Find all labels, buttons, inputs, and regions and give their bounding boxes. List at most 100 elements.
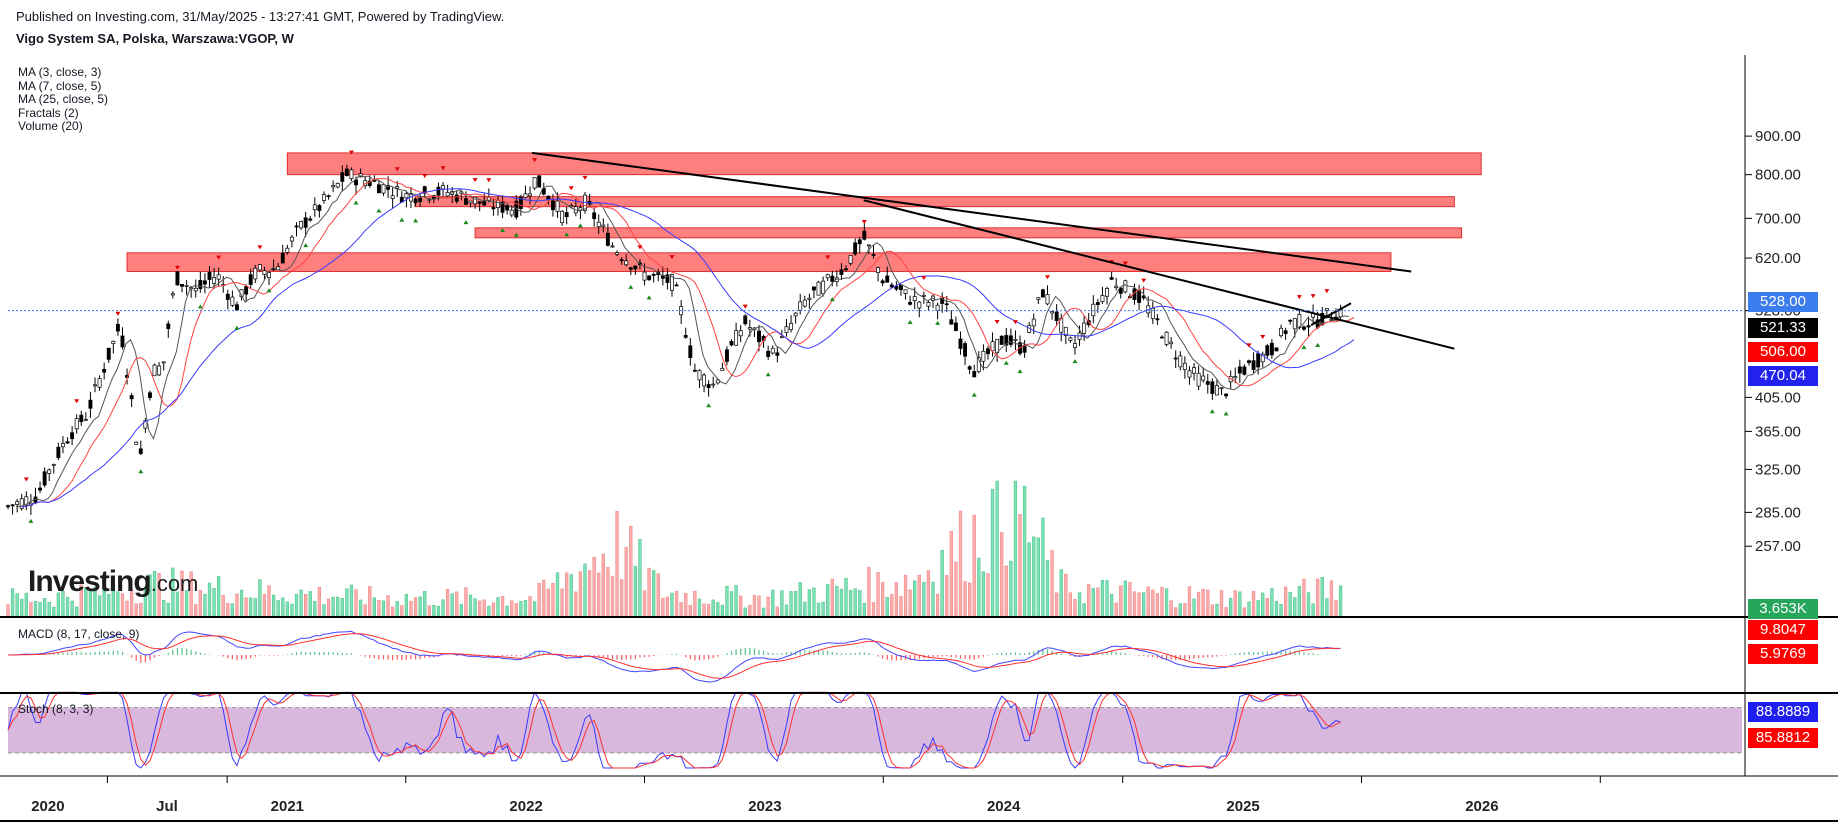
candle-body — [395, 186, 400, 189]
ma-slow-badge: 470.04 — [1748, 366, 1818, 386]
volume-bar — [294, 593, 299, 617]
volume-bar — [262, 594, 267, 617]
candle-body — [477, 201, 482, 204]
stoch-label[interactable]: Stoch (8, 3, 3) — [18, 702, 94, 716]
volume-bar — [986, 573, 990, 617]
volume-bar — [757, 595, 761, 617]
candle-body — [908, 302, 913, 305]
volume-bar — [249, 597, 253, 617]
candle-body — [702, 374, 707, 387]
indicator-ma-mid[interactable]: MA (7, close, 5) — [18, 78, 102, 93]
candle-body — [1247, 360, 1251, 363]
candle-body — [857, 239, 862, 245]
candle-body — [1082, 322, 1087, 334]
volume-bar — [1000, 532, 1004, 617]
indicator-legend: MA (3, close, 3) MA (7, close, 5) MA (25… — [18, 65, 109, 134]
volume-bar — [826, 584, 830, 617]
volume-bar — [652, 570, 656, 617]
candle-body — [990, 341, 995, 352]
y-tick-label: 620.00 — [1755, 250, 1801, 267]
fractal-down-marker — [1017, 369, 1023, 374]
candle-body — [326, 195, 331, 198]
resistance-zone-2 — [474, 227, 1463, 239]
volume-bar — [450, 593, 454, 617]
candle-body — [299, 221, 304, 229]
volume-bar — [285, 601, 289, 617]
candle-body — [1045, 294, 1050, 305]
volume-bar — [207, 582, 212, 617]
candle-body — [871, 254, 876, 256]
volume-bar — [1146, 586, 1150, 617]
volume-bar — [1018, 514, 1022, 617]
volume-bar — [281, 597, 285, 617]
candle-body — [853, 242, 858, 255]
indicator-volume[interactable]: Volume (20) — [18, 119, 83, 133]
candle-body — [647, 275, 652, 281]
volume-bar — [1091, 588, 1095, 617]
volume-bar — [1219, 590, 1224, 617]
volume-bar — [981, 571, 986, 617]
candle-body — [724, 349, 729, 362]
candle-body — [1031, 318, 1036, 327]
volume-bar — [880, 582, 885, 617]
volume-bar — [203, 593, 207, 617]
indicator-ma-slow[interactable]: MA (25, close, 5) — [18, 92, 109, 106]
candle-body — [65, 441, 70, 444]
symbol-title: Vigo System SA, Polska, Warszawa:VGOP, W — [16, 31, 294, 46]
candle-body — [1018, 342, 1022, 354]
fractal-up-marker — [216, 255, 222, 260]
fractal-down-marker — [376, 208, 382, 213]
macd-label[interactable]: MACD (8, 17, close, 9) — [18, 627, 140, 641]
volume-bar — [194, 604, 198, 617]
candle-body — [560, 210, 565, 224]
candle-body — [445, 192, 450, 197]
fractal-down-marker — [1209, 409, 1215, 414]
volume-bar — [514, 603, 518, 617]
candle-body — [253, 267, 258, 280]
candle-body — [390, 195, 395, 199]
candle-body — [61, 443, 65, 448]
candle-body — [88, 399, 93, 409]
candle-body — [610, 245, 615, 248]
candle-body — [775, 352, 780, 356]
volume-bar — [629, 525, 633, 617]
candle-body — [1100, 295, 1105, 302]
axes: 900.00800.00700.00620.00528.00405.00365.… — [31, 128, 1801, 815]
fractal-up-marker — [582, 175, 588, 180]
volume-bar — [1160, 587, 1164, 617]
volume-bar — [830, 578, 834, 617]
volume-bar — [743, 607, 747, 617]
volume-bar — [1142, 592, 1146, 617]
fractal-up-marker — [422, 174, 428, 179]
candle-body — [734, 330, 739, 346]
candle-body — [19, 498, 24, 509]
x-tick-label: 2026 — [1465, 798, 1498, 815]
volume-bar — [995, 480, 999, 617]
indicator-ma-fast[interactable]: MA (3, close, 3) — [18, 65, 102, 79]
fractal-down-marker — [138, 469, 144, 474]
volume-bar — [377, 599, 381, 617]
macd-signal-line — [8, 633, 1341, 679]
volume-bar — [1132, 591, 1137, 617]
x-tick-label: 2022 — [509, 798, 542, 815]
volume-bar — [363, 604, 367, 617]
volume-bar — [1059, 569, 1063, 617]
candle-body — [111, 340, 116, 345]
fractal-down-marker — [266, 288, 272, 293]
candle-body — [986, 348, 990, 355]
indicator-fractals[interactable]: Fractals (2) — [18, 105, 79, 120]
candle-body — [1178, 355, 1183, 368]
candle-body — [1251, 360, 1256, 370]
candle-body — [747, 327, 752, 330]
volume-bar — [1114, 602, 1118, 617]
macd-badge: 9.8047 — [1748, 620, 1818, 640]
stoch-pane — [7, 691, 1742, 769]
candle-body — [244, 286, 249, 295]
volume-bar — [528, 596, 532, 617]
volume-bar — [372, 597, 376, 617]
candle-body — [541, 188, 546, 195]
volume-bar — [903, 574, 908, 617]
fractal-down-marker — [234, 325, 240, 330]
candle-body — [844, 268, 848, 271]
candle-body — [894, 285, 899, 290]
